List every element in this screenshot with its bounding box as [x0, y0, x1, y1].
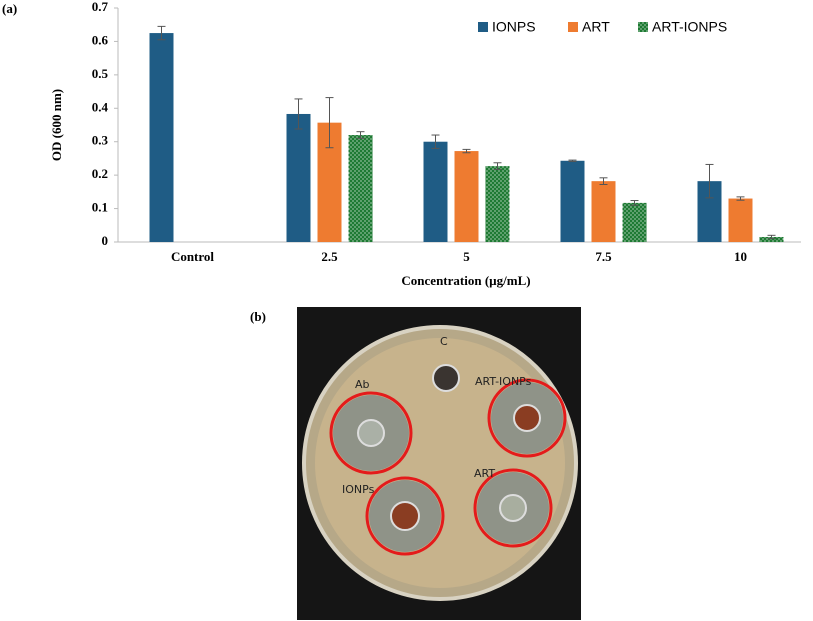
annotation: ART: [474, 467, 495, 480]
bar: [622, 202, 647, 242]
error-bar: [431, 134, 440, 149]
annotation: Ab: [355, 378, 370, 391]
bar: [560, 160, 585, 242]
well: [513, 404, 541, 432]
zone-circle: [487, 378, 567, 458]
legend-label: ART: [582, 19, 610, 35]
bar: [423, 141, 448, 242]
legend-swatch: [478, 22, 488, 32]
petri-photo: C Ab ART-IONPs IONPs ART: [297, 307, 581, 620]
error-bar: [325, 97, 334, 149]
error-bar: [356, 131, 365, 139]
x-axis-label: Concentration (µg/mL): [401, 273, 530, 288]
legend-swatch: [568, 22, 578, 32]
annotation: C: [440, 335, 448, 348]
y-tick-label: 0.3: [92, 133, 109, 148]
annotation: ART-IONPs: [475, 375, 532, 388]
y-tick-label: 0.2: [92, 166, 108, 181]
x-tick-label: 7.5: [595, 249, 612, 264]
legend-label: ART-IONPS: [652, 19, 727, 35]
bar: [149, 33, 174, 243]
bar: [348, 135, 373, 242]
bar: [591, 181, 616, 242]
panel-label: (b): [250, 309, 266, 324]
x-tick-label: 10: [734, 249, 747, 264]
x-tick-label: Control: [171, 249, 214, 264]
legend-label: IONPS: [492, 19, 536, 35]
y-tick-label: 0.5: [92, 66, 109, 81]
bar: [485, 166, 510, 242]
bar: [728, 198, 753, 242]
error-bar: [157, 25, 166, 41]
error-bar: [568, 159, 577, 162]
error-bar: [294, 98, 303, 130]
panel-label: (a): [2, 1, 17, 16]
zone-circle: [473, 468, 553, 548]
y-tick-label: 0.4: [92, 99, 109, 114]
well: [390, 501, 420, 531]
legend-swatch: [638, 22, 648, 32]
well: [357, 419, 385, 447]
error-bar: [462, 148, 471, 154]
bar: [286, 113, 311, 243]
error-bar: [767, 234, 776, 240]
zone-circle: [365, 476, 445, 556]
y-tick-label: 0.6: [92, 32, 109, 47]
zone-circle: [329, 391, 413, 475]
x-tick-label: 5: [463, 249, 470, 264]
y-tick-label: 0.1: [92, 200, 108, 215]
error-bar: [493, 162, 502, 170]
y-tick-label: 0.7: [92, 0, 109, 14]
well: [499, 494, 527, 522]
annotation: IONPs: [342, 483, 375, 496]
bar: [759, 236, 784, 242]
error-bar: [630, 200, 639, 206]
error-bar: [736, 196, 745, 201]
well: [432, 364, 460, 392]
y-axis-label: OD (600 nm): [49, 89, 64, 161]
error-bar: [705, 163, 714, 199]
y-tick-label: 0: [102, 233, 109, 248]
bar: [454, 151, 479, 242]
error-bar: [599, 177, 608, 186]
x-tick-label: 2.5: [321, 249, 338, 264]
